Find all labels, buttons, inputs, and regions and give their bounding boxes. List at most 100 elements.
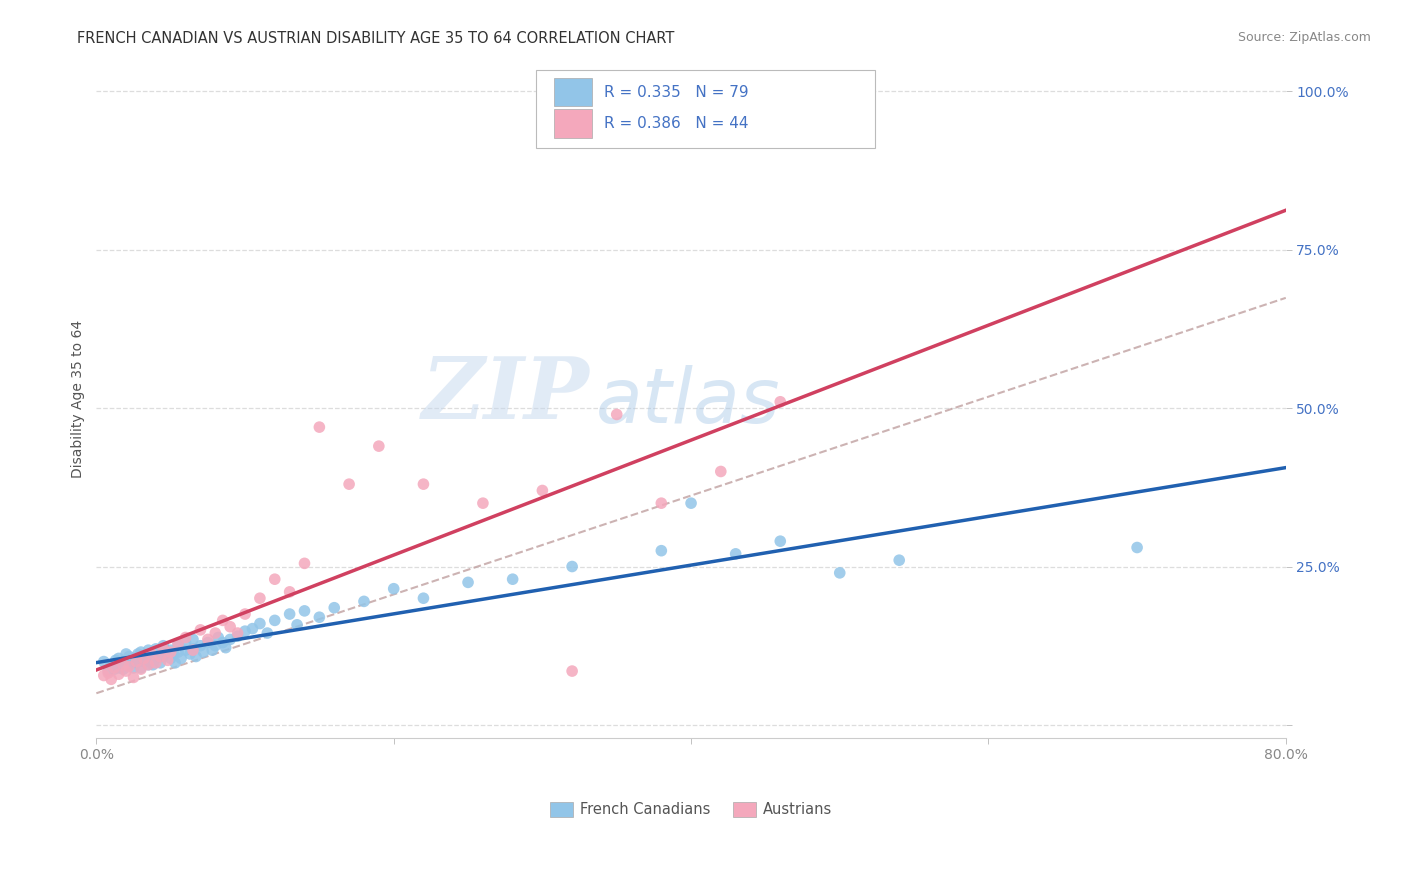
Point: [122, 651, 145, 665]
Point: [148, 648, 170, 663]
Point: [155, 645, 177, 659]
Point: [163, 647, 186, 661]
Point: [93, 655, 115, 669]
Point: [308, 610, 330, 624]
Point: [650, 543, 672, 558]
Point: [138, 657, 160, 672]
Point: [138, 657, 160, 672]
Point: [190, 623, 212, 637]
FancyBboxPatch shape: [554, 78, 592, 106]
Point: [337, 477, 360, 491]
Point: [249, 591, 271, 606]
Point: [219, 632, 242, 647]
Point: [561, 559, 583, 574]
Point: [122, 670, 145, 684]
Point: [207, 631, 229, 645]
Point: [112, 657, 135, 672]
Text: atlas: atlas: [596, 365, 780, 439]
Point: [159, 645, 181, 659]
Point: [145, 656, 167, 670]
Text: FRENCH CANADIAN VS AUSTRIAN DISABILITY AGE 35 TO 64 CORRELATION CHART: FRENCH CANADIAN VS AUSTRIAN DISABILITY A…: [77, 31, 675, 46]
Point: [107, 651, 129, 665]
Point: [141, 647, 163, 661]
Point: [285, 617, 308, 632]
Point: [181, 632, 204, 647]
Point: [308, 420, 330, 434]
Point: [561, 664, 583, 678]
Point: [112, 662, 135, 676]
Point: [606, 408, 628, 422]
Point: [152, 649, 174, 664]
Point: [132, 655, 155, 669]
Point: [457, 575, 479, 590]
Point: [138, 643, 160, 657]
Point: [242, 622, 264, 636]
Point: [211, 614, 233, 628]
Point: [156, 653, 179, 667]
Point: [193, 645, 215, 659]
Point: [190, 639, 212, 653]
Point: [145, 641, 167, 656]
Point: [278, 607, 301, 621]
Point: [132, 651, 155, 665]
Point: [769, 394, 792, 409]
Point: [103, 662, 125, 676]
Point: [149, 656, 172, 670]
Point: [125, 656, 148, 670]
Point: [256, 626, 278, 640]
Point: [710, 465, 733, 479]
Point: [170, 651, 193, 665]
Point: [724, 547, 747, 561]
Point: [197, 632, 219, 647]
Point: [145, 651, 167, 665]
Point: [471, 496, 494, 510]
Point: [115, 655, 138, 669]
Point: [97, 665, 120, 680]
Point: [650, 496, 672, 510]
Point: [211, 635, 233, 649]
Point: [159, 651, 181, 665]
Point: [263, 572, 285, 586]
Point: [104, 653, 127, 667]
Point: [233, 624, 256, 639]
Y-axis label: Disability Age 35 to 64: Disability Age 35 to 64: [72, 319, 86, 478]
Point: [181, 641, 204, 656]
Point: [219, 620, 242, 634]
Point: [215, 640, 238, 655]
Point: [278, 585, 301, 599]
Point: [107, 667, 129, 681]
Point: [531, 483, 554, 498]
Point: [97, 664, 120, 678]
Point: [382, 582, 405, 596]
Point: [165, 656, 187, 670]
Point: [294, 557, 316, 571]
Point: [125, 655, 148, 669]
Point: [115, 664, 138, 678]
Point: [118, 659, 141, 673]
Point: [134, 649, 156, 664]
Point: [103, 661, 125, 675]
Point: [226, 626, 249, 640]
Point: [93, 668, 115, 682]
Point: [204, 639, 226, 653]
Point: [294, 604, 316, 618]
Point: [502, 572, 524, 586]
Point: [167, 637, 190, 651]
Point: [412, 591, 434, 606]
Point: [204, 626, 226, 640]
Point: [1126, 541, 1149, 555]
Point: [828, 566, 851, 580]
Point: [681, 496, 703, 510]
Point: [184, 649, 207, 664]
Point: [181, 643, 204, 657]
Point: [100, 673, 122, 687]
Point: [159, 643, 181, 657]
Text: R = 0.335   N = 79: R = 0.335 N = 79: [605, 85, 749, 100]
Point: [233, 607, 256, 621]
Point: [100, 657, 122, 672]
Point: [353, 594, 375, 608]
Point: [174, 635, 197, 649]
Point: [889, 553, 911, 567]
Point: [129, 661, 152, 675]
Text: R = 0.386   N = 44: R = 0.386 N = 44: [605, 116, 749, 131]
